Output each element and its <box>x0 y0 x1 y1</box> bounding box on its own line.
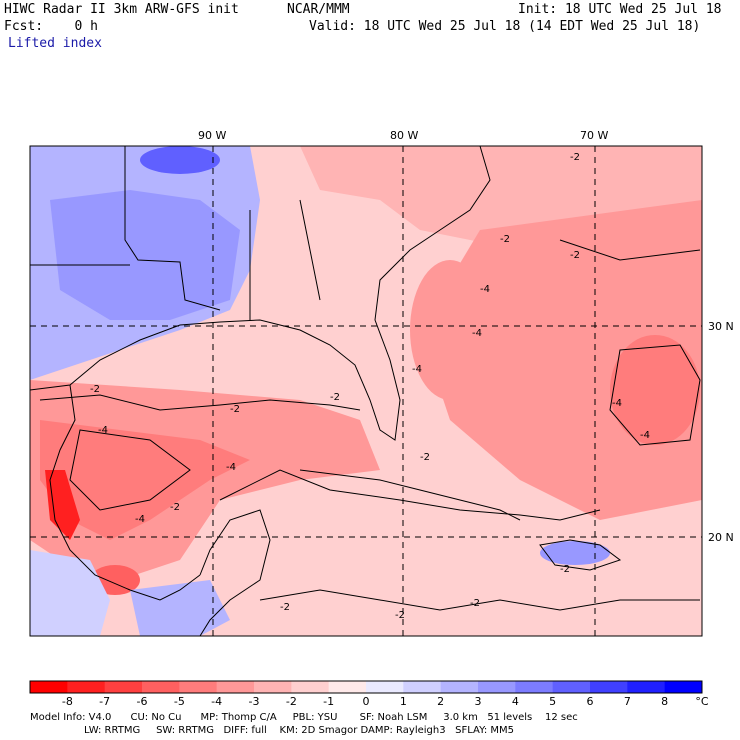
contour-label: -2 <box>330 392 340 403</box>
border-states <box>30 146 321 320</box>
coast-cuba <box>299 469 521 521</box>
contour-label-4: -4 <box>412 364 422 375</box>
contour-label-4: -4 <box>135 514 145 525</box>
field-blue-central-america <box>130 580 230 636</box>
footer-physics: LW: RRTMG SW: RRTMG DIFF: full KM: 2D Sm… <box>30 725 515 736</box>
field-low-east <box>610 335 700 445</box>
coast-mexico <box>49 384 201 601</box>
map-frame <box>29 145 703 637</box>
colorbar-swatch <box>627 681 666 693</box>
contour-label-4: -4 <box>226 462 236 473</box>
field-blue-max <box>140 146 220 174</box>
contour-minus2-a <box>39 394 361 411</box>
field-pink-east <box>420 200 702 520</box>
contour-label-4: -4 <box>98 425 108 436</box>
colorbar-tick-label: 1 <box>399 695 407 708</box>
footer-model-info: Model Info: V4.0 CU: No Cu MP: Thomp C/A… <box>30 712 578 723</box>
colorbar-swatch <box>366 681 404 693</box>
field-blue-core <box>50 190 240 320</box>
contour-label: -2 <box>395 610 405 621</box>
colorbar <box>29 680 703 694</box>
colorbar-swatch <box>664 681 703 693</box>
coast-yucatan <box>199 509 271 636</box>
contour-minus4-east <box>609 344 701 446</box>
contour-label: -2 <box>470 598 480 609</box>
contour-label: -2 <box>90 384 100 395</box>
field-name: Lifted index <box>8 36 102 51</box>
colorbar-tick-label: 6 <box>586 695 594 708</box>
lat-label-20n: 20 N <box>708 531 734 544</box>
contour-label: -2 <box>500 234 510 245</box>
init-time: Init: 18 UTC Wed 25 Jul 18 <box>518 2 722 17</box>
field-low-central <box>410 260 490 400</box>
colorbar-swatch <box>254 681 292 693</box>
contour-label: -2 <box>570 152 580 163</box>
colorbar-swatch <box>440 681 479 693</box>
colorbar-swatch <box>403 681 442 693</box>
colorbar-tick-label: -3 <box>248 695 260 708</box>
colorbar-tick-label: 8 <box>661 695 669 708</box>
colorbar-tick-label: 3 <box>474 695 482 708</box>
colorbar-tick-label: 0 <box>362 695 370 708</box>
colorbar-swatch <box>590 681 628 693</box>
contour-label: -2 <box>560 564 570 575</box>
colorbar-swatch <box>291 681 330 693</box>
colorbar-tick-label: -6 <box>136 695 148 708</box>
colorbar-swatch <box>179 681 218 693</box>
colorbar-tick-label: 7 <box>623 695 631 708</box>
contour-label: -2 <box>170 502 180 513</box>
valid-time: Valid: 18 UTC Wed 25 Jul 18 (14 EDT Wed … <box>309 19 701 34</box>
colorbar-frame <box>29 680 703 694</box>
colorbar-unit: °C <box>695 695 709 708</box>
forecast-hour: Fcst: 0 h <box>4 19 98 34</box>
lat-label-30n: 30 N <box>708 320 734 333</box>
colorbar-swatch <box>328 681 367 693</box>
colorbar-tick-label: -7 <box>99 695 111 708</box>
coast-gulf <box>30 146 491 441</box>
contour-minus2-b <box>219 469 601 521</box>
coast-hispaniola <box>539 539 622 571</box>
colorbar-tick-label: -1 <box>323 695 335 708</box>
contour-label-4: -4 <box>612 398 622 409</box>
colorbar-tick-label: 4 <box>511 695 519 708</box>
contour-label-4: -4 <box>472 328 482 339</box>
colorbar-swatch <box>216 681 255 693</box>
colorbar-tick-label: -5 <box>173 695 185 708</box>
field-gulf-core <box>40 420 250 540</box>
lon-label-80w: 80 W <box>390 129 419 142</box>
colorbar-swatch <box>552 681 591 693</box>
field-mexico-min <box>45 470 80 540</box>
colorbar-tick-label: -8 <box>61 695 73 708</box>
colorbar-tick-label: 5 <box>549 695 557 708</box>
lon-label-70w: 70 W <box>580 129 609 142</box>
org-label: NCAR/MMM <box>287 2 350 17</box>
model-title: HIWC Radar II 3km ARW-GFS init <box>4 2 239 17</box>
lon-label-90w: 90 W <box>198 129 227 142</box>
contour-minus2-d <box>559 239 701 261</box>
contour-label: -2 <box>570 250 580 261</box>
colorbar-tick-label: -4 <box>211 695 223 708</box>
colorbar-swatch <box>30 681 68 693</box>
field-blue-mexico <box>30 550 110 636</box>
contour-minus2-c <box>259 589 700 611</box>
contour-minus4-gulf <box>69 429 191 511</box>
contour-label-4: -4 <box>480 284 490 295</box>
contour-label: -2 <box>280 602 290 613</box>
colorbar-swatch <box>142 681 180 693</box>
contour-label: -2 <box>230 404 240 415</box>
colorbar-swatch <box>104 681 143 693</box>
colorbar-tick-label: -2 <box>285 695 297 708</box>
colorbar-swatch <box>515 681 554 693</box>
field-blue-hispaniola <box>540 541 610 565</box>
colorbar-tick-label: 2 <box>437 695 445 708</box>
contour-label: -2 <box>420 452 430 463</box>
colorbar-swatch <box>67 681 106 693</box>
colorbar-swatch <box>478 681 516 693</box>
contour-label-4: -4 <box>640 430 650 441</box>
